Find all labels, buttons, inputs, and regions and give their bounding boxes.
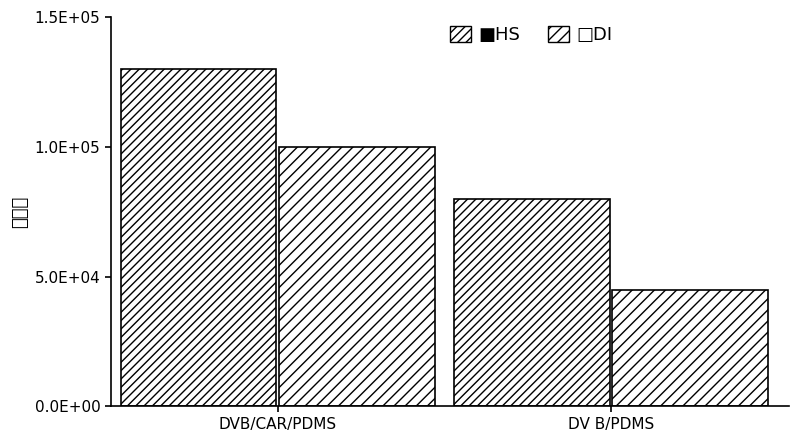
Bar: [279, 147, 434, 407]
Bar: [121, 69, 276, 407]
Legend: ■HS, □DI: ■HS, □DI: [442, 18, 620, 51]
Bar: [454, 199, 610, 407]
Bar: [613, 290, 768, 407]
Y-axis label: 峰面积: 峰面积: [11, 196, 29, 228]
